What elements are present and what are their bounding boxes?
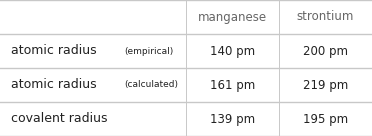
Text: manganese: manganese — [198, 10, 267, 24]
Text: atomic radius: atomic radius — [11, 44, 97, 58]
Text: atomic radius: atomic radius — [11, 78, 97, 92]
Text: 140 pm: 140 pm — [210, 44, 255, 58]
Text: 219 pm: 219 pm — [303, 78, 348, 92]
Text: 200 pm: 200 pm — [303, 44, 348, 58]
Text: 161 pm: 161 pm — [210, 78, 255, 92]
Text: (calculated): (calculated) — [125, 81, 179, 89]
Text: 139 pm: 139 pm — [210, 112, 255, 126]
Text: strontium: strontium — [297, 10, 354, 24]
Text: 195 pm: 195 pm — [303, 112, 348, 126]
Text: covalent radius: covalent radius — [11, 112, 108, 126]
Text: (empirical): (empirical) — [125, 47, 174, 55]
